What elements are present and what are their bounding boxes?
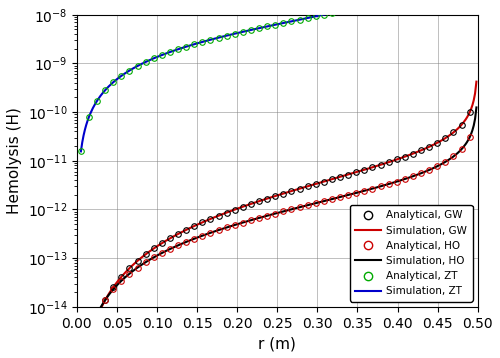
X-axis label: r (m): r (m) xyxy=(258,336,296,351)
Legend: Analytical, GW, Simulation, GW, Analytical, HO, Simulation, HO, Analytical, ZT, : Analytical, GW, Simulation, GW, Analytic… xyxy=(350,205,472,301)
Y-axis label: Hemolysis (H): Hemolysis (H) xyxy=(7,107,22,214)
